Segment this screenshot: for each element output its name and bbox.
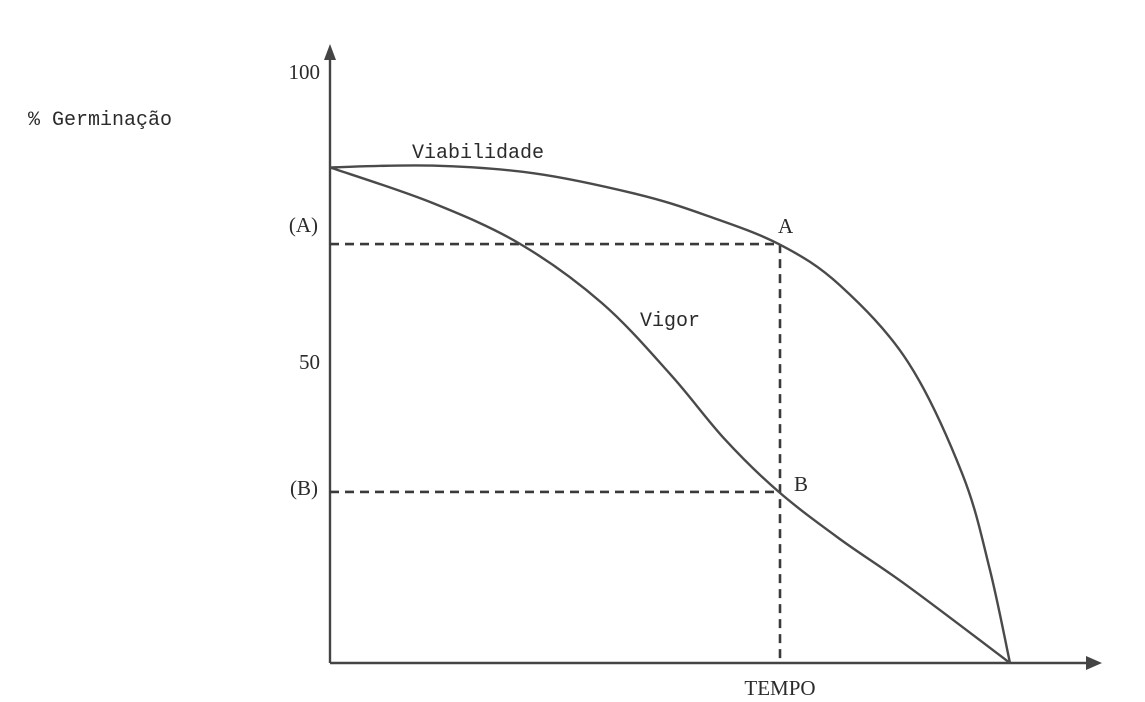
reference-lines — [330, 242, 782, 663]
point-label-b: B — [794, 472, 808, 496]
ref-label-a: (A) — [289, 213, 318, 237]
series-label-vigor: Vigor — [640, 310, 700, 333]
point-label-a: A — [778, 214, 794, 238]
y-axis-label: % Germinação — [28, 109, 172, 132]
ref-label-b: (B) — [290, 476, 318, 500]
curves — [329, 164, 1012, 664]
y-tick-100: 100 — [289, 60, 321, 84]
x-axis-arrow — [1086, 656, 1102, 670]
y-tick-50: 50 — [299, 350, 320, 374]
x-axis-label: TEMPO — [744, 676, 815, 700]
series-label-viabilidade: Viabilidade — [412, 142, 544, 165]
series-line-viabilidade — [329, 164, 1012, 664]
series-line-vigor — [329, 166, 1011, 664]
y-axis-arrow — [324, 44, 336, 60]
